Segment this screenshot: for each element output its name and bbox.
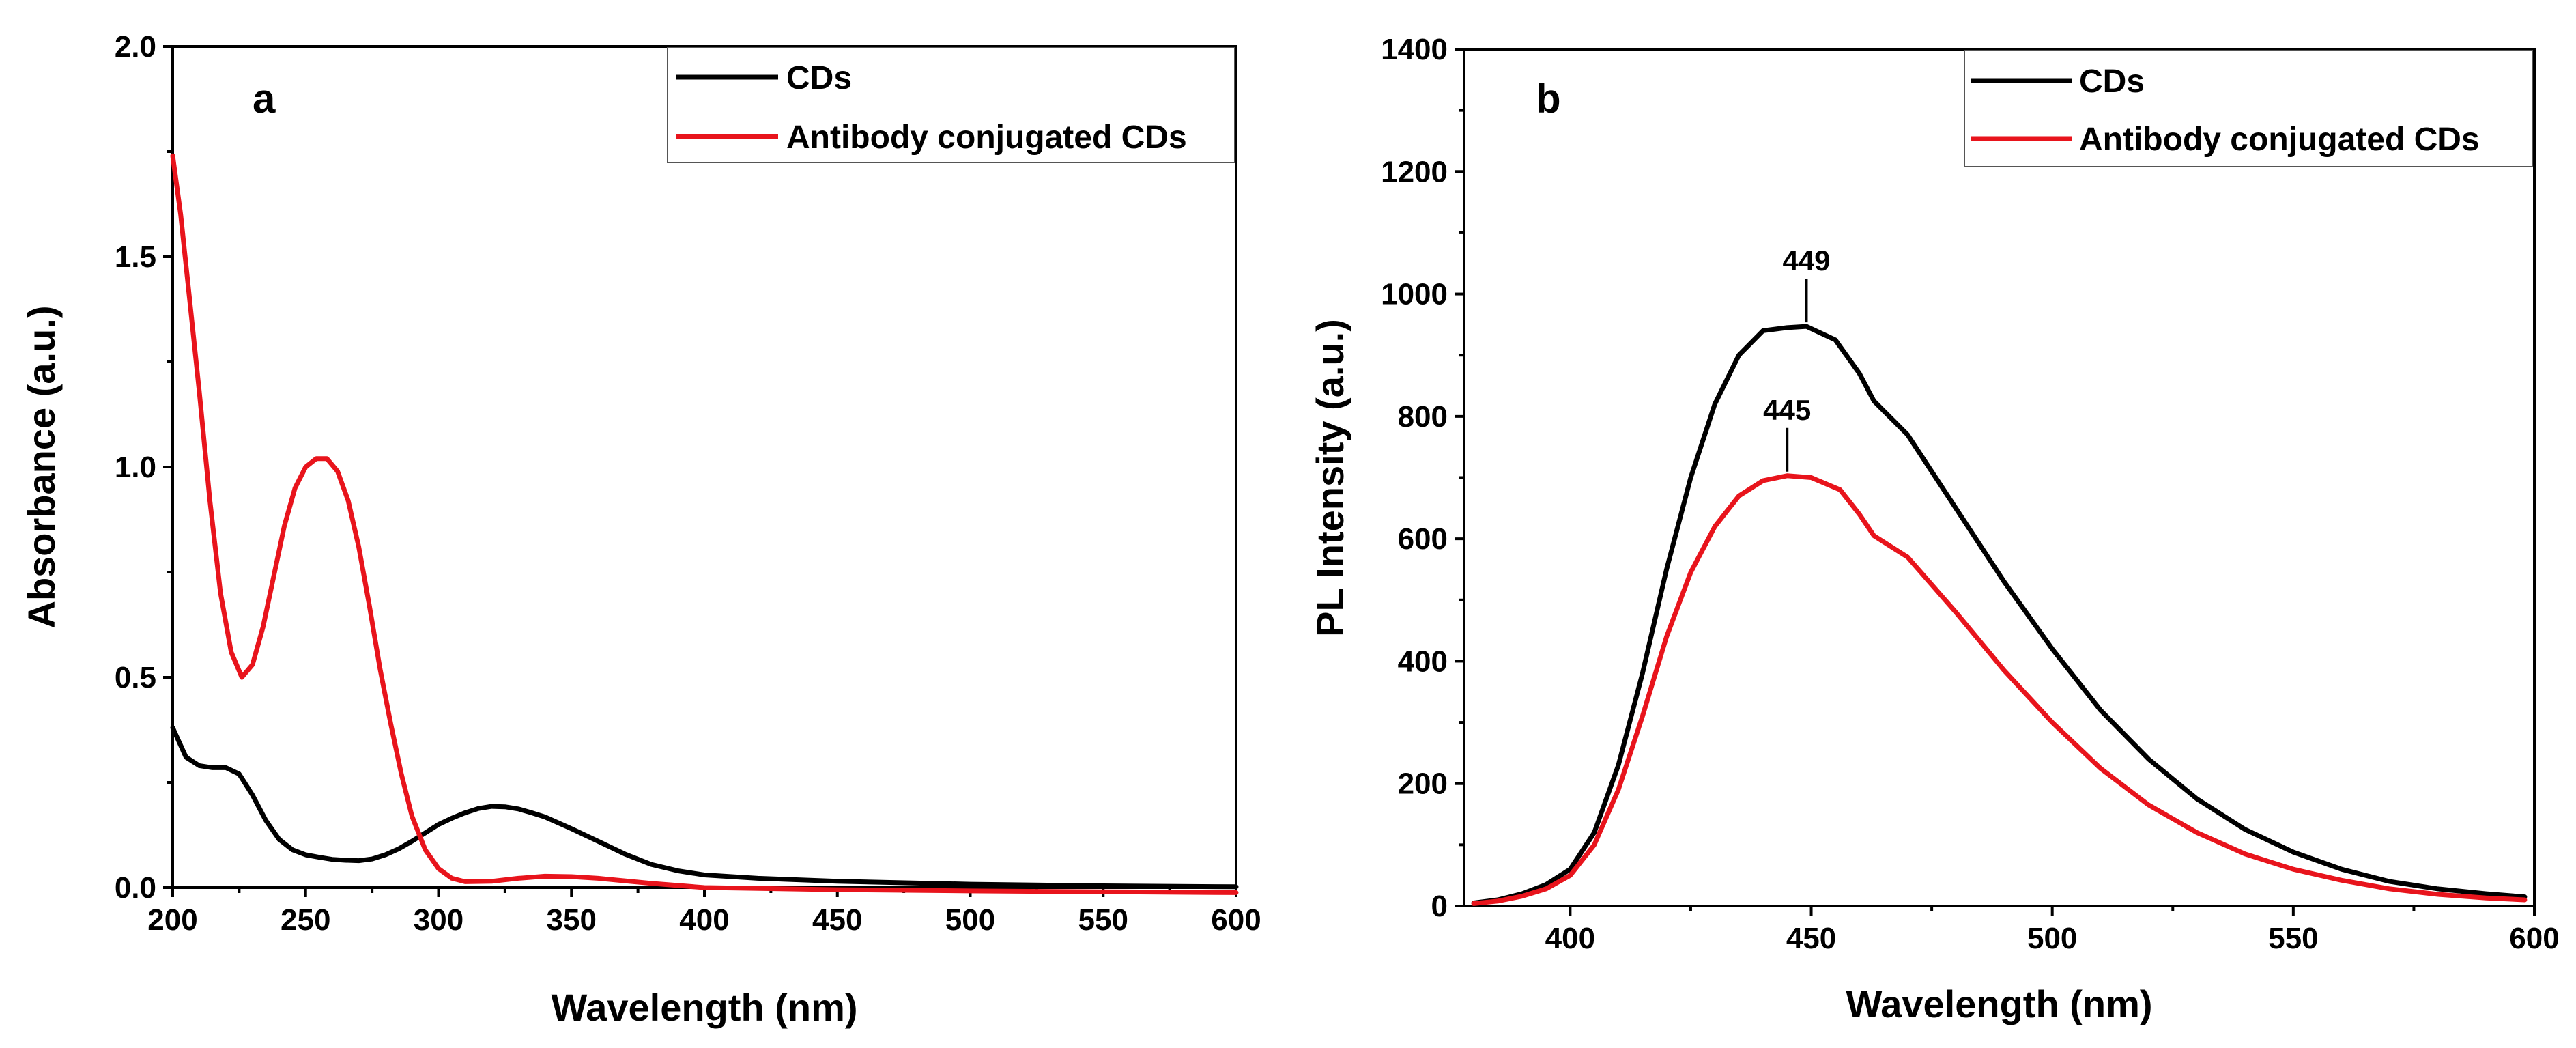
peak-label: 445 — [1763, 394, 1811, 426]
y-tick-label: 0 — [1431, 890, 1448, 923]
panel-a-legend-label-antibody: Antibody conjugated CDs — [786, 119, 1187, 156]
x-tick-label: 250 — [281, 903, 330, 937]
y-tick-label: 200 — [1398, 767, 1448, 801]
panel-b-pl-chart: 400 450 500 550 600 0 200 400 600 800 1000 1200 1400… — [1308, 33, 2560, 1025]
series-line-antibody-conjugated-cds — [1471, 473, 2528, 906]
panel-a-ticks: 200 250 300 350 400 450 500 550 600 0.0 0.5 1.0 1.5 2… — [115, 30, 1261, 937]
y-tick-label: 800 — [1398, 400, 1448, 434]
panel-b-legend-label-cds: CDs — [2079, 63, 2145, 100]
panel-b-ticks: 400 450 500 550 600 0 200 400 600 800 1000 1200 1400 — [1381, 33, 2560, 955]
panel-b-x-axis-title: Wavelength (nm) — [1846, 982, 2152, 1025]
peak-label: 449 — [1782, 244, 1830, 277]
x-tick-label: 450 — [1786, 922, 1836, 955]
y-tick-label: 1400 — [1381, 33, 1448, 66]
panel-a-absorbance-chart: 200 250 300 350 400 450 500 550 600 0.0 0.5 1.0 1.5 2… — [20, 30, 1261, 1029]
panel-b-series — [1471, 324, 2528, 906]
panel-a-series — [170, 153, 1239, 895]
x-tick-label: 350 — [547, 903, 597, 937]
x-tick-label: 400 — [1545, 922, 1595, 955]
series-line-antibody-conjugated-cds — [170, 153, 1239, 895]
series-line-cds — [1471, 324, 2528, 905]
y-tick-label: 1000 — [1381, 278, 1448, 311]
x-tick-label: 600 — [1211, 903, 1261, 937]
y-tick-label: 600 — [1398, 522, 1448, 556]
series-line-cds — [170, 725, 1239, 890]
panel-a-y-axis-title: Absorbance (a.u.) — [20, 306, 63, 629]
panel-b-label: b — [1536, 76, 1561, 122]
x-tick-label: 550 — [2268, 922, 2318, 955]
panel-a-legend-label-cds: CDs — [786, 60, 852, 96]
panel-b-legend: CDs Antibody conjugated CDs — [1964, 50, 2533, 167]
panel-a-x-axis-title: Wavelength (nm) — [551, 986, 857, 1029]
x-tick-label: 200 — [147, 903, 197, 937]
x-tick-label: 500 — [945, 903, 995, 937]
panel-a-label: a — [253, 76, 276, 122]
y-tick-label: 0.5 — [115, 661, 156, 694]
panel-b-legend-label-antibody: Antibody conjugated CDs — [2079, 122, 2480, 158]
x-tick-label: 450 — [812, 903, 862, 937]
x-tick-label: 400 — [679, 903, 729, 937]
panel-a-legend-box — [667, 47, 1235, 163]
panel-b-y-axis-title: PL Intensity (a.u.) — [1308, 319, 1351, 637]
y-tick-label: 400 — [1398, 645, 1448, 678]
panel-b-annotations: 449 445 — [1763, 244, 1831, 472]
y-tick-label: 0.0 — [115, 871, 156, 905]
y-tick-label: 2.0 — [115, 30, 156, 63]
x-tick-label: 300 — [414, 903, 463, 937]
x-tick-label: 550 — [1078, 903, 1128, 937]
y-tick-label: 1200 — [1381, 155, 1448, 188]
y-tick-label: 1.5 — [115, 240, 156, 274]
x-tick-label: 600 — [2509, 922, 2559, 955]
panel-a-legend: CDs Antibody conjugated CDs — [667, 47, 1235, 163]
x-tick-label: 500 — [2027, 922, 2077, 955]
y-tick-label: 1.0 — [115, 451, 156, 484]
panel-b-legend-box — [1964, 50, 2533, 167]
